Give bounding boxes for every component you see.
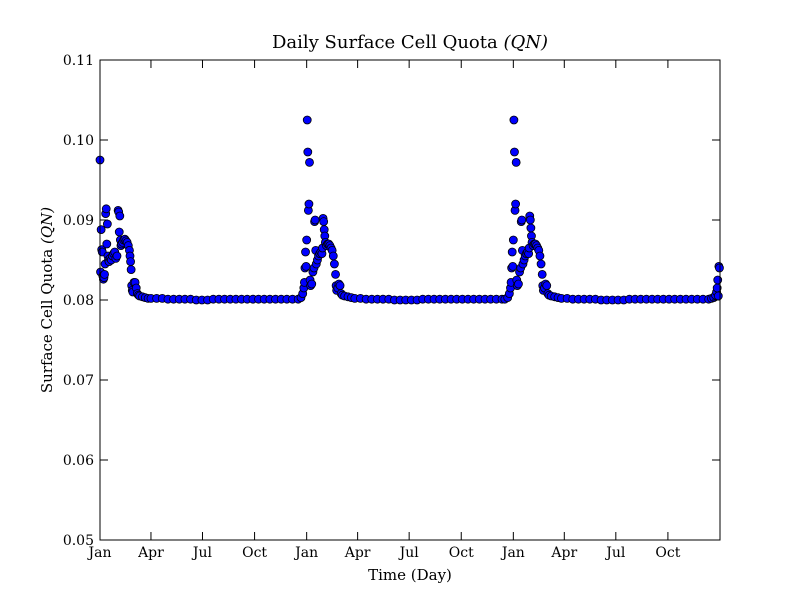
y-tick-label: 0.10 xyxy=(63,133,94,149)
y-tick-label: 0.05 xyxy=(63,533,94,549)
x-tick-label: Jan xyxy=(87,545,112,561)
y-axis-ticks: 0.05 0.06 0.07 0.08 0.09 0.10 0.11 xyxy=(63,53,720,549)
data-point xyxy=(508,235,518,245)
x-tick-label: Jul xyxy=(398,545,420,561)
x-tick-label: Apr xyxy=(550,545,577,561)
data-point xyxy=(302,115,312,125)
x-tick-label: Apr xyxy=(137,545,164,561)
data-point xyxy=(126,265,136,275)
data-point xyxy=(301,261,311,271)
data-point xyxy=(102,239,112,249)
data-point xyxy=(526,223,536,233)
data-point xyxy=(112,251,122,261)
data-point xyxy=(514,279,523,289)
data-point xyxy=(305,157,314,167)
data-point xyxy=(510,147,519,157)
data-point xyxy=(302,235,312,245)
data-point xyxy=(335,281,345,291)
x-axis-label: Time (Day) xyxy=(368,566,452,584)
data-point xyxy=(509,115,519,125)
data-points xyxy=(95,115,724,305)
y-axis-label: Surface Cell Quota (QN) xyxy=(38,207,56,393)
data-point xyxy=(508,261,518,271)
data-point xyxy=(537,269,547,279)
data-point xyxy=(100,269,109,279)
data-point xyxy=(304,199,314,209)
data-point xyxy=(115,211,125,221)
data-point xyxy=(310,215,320,225)
y-tick-label: 0.08 xyxy=(63,293,94,309)
data-point xyxy=(307,279,317,289)
data-point xyxy=(542,281,552,291)
data-point xyxy=(715,263,724,273)
x-tick-label: Jul xyxy=(604,545,626,561)
x-tick-label: Oct xyxy=(242,545,267,561)
y-tick-label: 0.06 xyxy=(63,453,94,469)
data-point xyxy=(96,225,106,235)
data-point xyxy=(536,259,546,269)
data-point xyxy=(507,247,517,257)
data-point xyxy=(303,147,313,157)
data-point xyxy=(511,199,520,209)
x-tick-label: Apr xyxy=(344,545,371,561)
data-point xyxy=(102,219,112,229)
chart-title: Daily Surface Cell Quota (QN) xyxy=(272,32,548,53)
x-tick-label: Oct xyxy=(655,545,680,561)
y-tick-label: 0.11 xyxy=(63,53,94,69)
x-axis-ticks: Jan Apr Jul Oct Jan Apr Jul Oct Jan Apr Jul Oct xyxy=(87,60,681,561)
data-point xyxy=(330,259,339,269)
data-point xyxy=(511,157,521,167)
x-tick-label: Jul xyxy=(191,545,213,561)
data-point xyxy=(126,257,135,267)
data-point xyxy=(328,251,338,261)
x-tick-label: Jan xyxy=(293,545,318,561)
data-point xyxy=(331,269,340,279)
x-tick-label: Oct xyxy=(449,545,474,561)
y-tick-label: 0.09 xyxy=(63,213,94,229)
data-point xyxy=(301,247,310,257)
data-point xyxy=(713,291,723,301)
x-tick-label: Jan xyxy=(500,545,525,561)
data-point xyxy=(535,251,545,261)
data-point xyxy=(101,204,111,214)
data-point xyxy=(319,217,329,227)
data-point xyxy=(713,275,723,285)
data-point xyxy=(517,215,527,225)
y-tick-label: 0.07 xyxy=(63,373,94,389)
data-point xyxy=(114,227,124,237)
data-point xyxy=(525,215,535,225)
